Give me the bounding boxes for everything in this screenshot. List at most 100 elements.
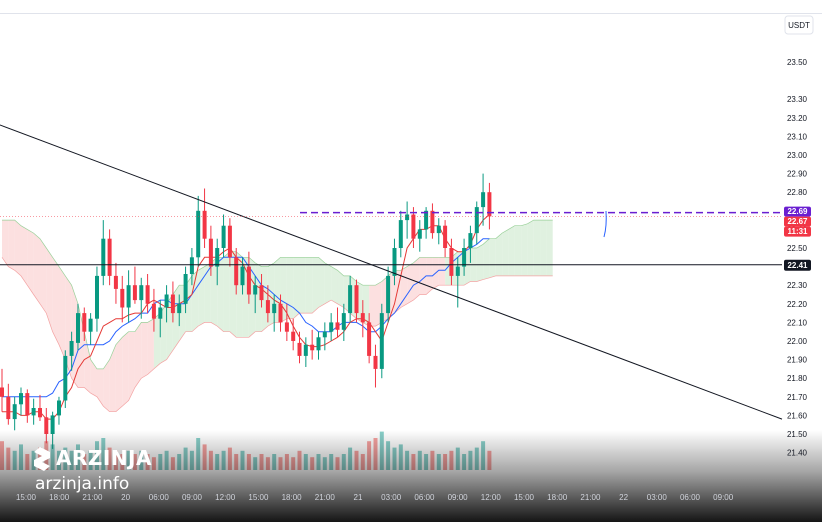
candle[interactable]	[386, 266, 391, 323]
price-tick-label: 21.40	[787, 449, 808, 458]
drawing-tools[interactable]	[0, 123, 783, 420]
candle[interactable]	[443, 220, 448, 258]
candle[interactable]	[468, 225, 473, 263]
candle[interactable]	[164, 285, 169, 323]
candle-body	[487, 192, 492, 217]
candle[interactable]	[360, 300, 365, 338]
currency-button[interactable]: USDT	[784, 15, 814, 35]
candle[interactable]	[367, 313, 372, 364]
candle[interactable]	[6, 383, 11, 425]
candle[interactable]	[253, 275, 258, 314]
candle[interactable]	[69, 331, 74, 371]
candle[interactable]	[411, 207, 416, 248]
candle[interactable]	[19, 387, 23, 416]
candle[interactable]	[132, 266, 137, 304]
candle[interactable]	[234, 248, 239, 295]
candle-body	[430, 210, 435, 234]
candle[interactable]	[398, 210, 403, 258]
candle[interactable]	[202, 188, 207, 249]
candle[interactable]	[63, 350, 68, 408]
candle[interactable]	[38, 394, 42, 421]
candle[interactable]	[82, 307, 87, 342]
candle[interactable]	[12, 396, 17, 431]
candle[interactable]	[126, 270, 131, 323]
candle[interactable]	[341, 303, 346, 341]
candle[interactable]	[379, 303, 384, 379]
currency-label: USDT	[788, 21, 810, 30]
cloud-segment	[141, 322, 148, 379]
watermark: ARZINJA arzinja.info	[34, 446, 152, 494]
candle[interactable]	[392, 238, 397, 286]
candle[interactable]	[177, 294, 182, 327]
candle[interactable]	[196, 195, 201, 267]
candle[interactable]	[139, 277, 144, 319]
candle[interactable]	[76, 303, 80, 351]
candle-body	[240, 266, 245, 286]
candle[interactable]	[272, 294, 277, 332]
candle[interactable]	[329, 313, 334, 341]
candle-body	[139, 285, 144, 301]
candle[interactable]	[57, 396, 61, 425]
candle[interactable]	[284, 303, 289, 341]
candle[interactable]	[183, 266, 188, 314]
candle[interactable]	[455, 257, 460, 308]
candle[interactable]	[474, 201, 479, 245]
candle[interactable]	[297, 331, 302, 364]
candle[interactable]	[113, 262, 118, 304]
candle[interactable]	[335, 307, 340, 338]
candle[interactable]	[303, 337, 308, 367]
candle[interactable]	[405, 201, 410, 239]
candlesticks[interactable]	[0, 173, 492, 449]
time-axis[interactable]: 15:00 18:00 21:00 20 06:00 09:00 12:00 15:00 18:…	[16, 493, 734, 502]
candle-body	[177, 303, 182, 314]
cloud-segment	[147, 318, 154, 375]
cloud-segment	[96, 368, 104, 407]
candle[interactable]	[310, 329, 315, 360]
candle[interactable]	[265, 285, 270, 323]
price-tick-label: 22.20	[787, 300, 808, 309]
candle[interactable]	[227, 218, 232, 267]
candle[interactable]	[278, 294, 283, 332]
candle[interactable]	[240, 257, 245, 295]
candle[interactable]	[348, 275, 353, 323]
candle[interactable]	[31, 398, 36, 425]
time-tick-label: 15:00	[16, 493, 37, 502]
candle[interactable]	[487, 182, 492, 230]
candle[interactable]	[151, 288, 156, 332]
candle[interactable]	[417, 220, 422, 252]
candle-body	[411, 214, 416, 239]
candle[interactable]	[449, 238, 454, 286]
candle[interactable]	[246, 251, 251, 304]
candle[interactable]	[88, 313, 93, 345]
candle[interactable]	[430, 203, 435, 239]
candle[interactable]	[95, 266, 99, 332]
candle[interactable]	[373, 344, 378, 388]
candle[interactable]	[158, 300, 163, 338]
candle[interactable]	[101, 220, 106, 286]
time-tick-label: 09:00	[182, 493, 203, 502]
candle[interactable]	[322, 322, 327, 351]
candle[interactable]	[107, 229, 112, 286]
candle[interactable]	[215, 238, 220, 286]
candle[interactable]	[259, 274, 264, 308]
candle-body	[481, 192, 486, 208]
candle[interactable]	[462, 238, 467, 276]
candle[interactable]	[25, 389, 30, 423]
candle[interactable]	[316, 331, 321, 360]
candle[interactable]	[208, 225, 213, 276]
price-tick-label: 21.60	[787, 411, 808, 420]
time-tick-label: 06:00	[149, 493, 170, 502]
candle[interactable]	[170, 281, 175, 323]
candle[interactable]	[436, 218, 441, 245]
candle[interactable]	[120, 275, 125, 323]
candle[interactable]	[291, 318, 296, 351]
candle[interactable]	[481, 173, 486, 226]
candle[interactable]	[0, 368, 4, 412]
candle[interactable]	[145, 274, 150, 314]
trend-line[interactable]	[0, 123, 783, 420]
candle[interactable]	[221, 214, 226, 258]
candle[interactable]	[189, 248, 194, 286]
candle[interactable]	[354, 279, 359, 323]
